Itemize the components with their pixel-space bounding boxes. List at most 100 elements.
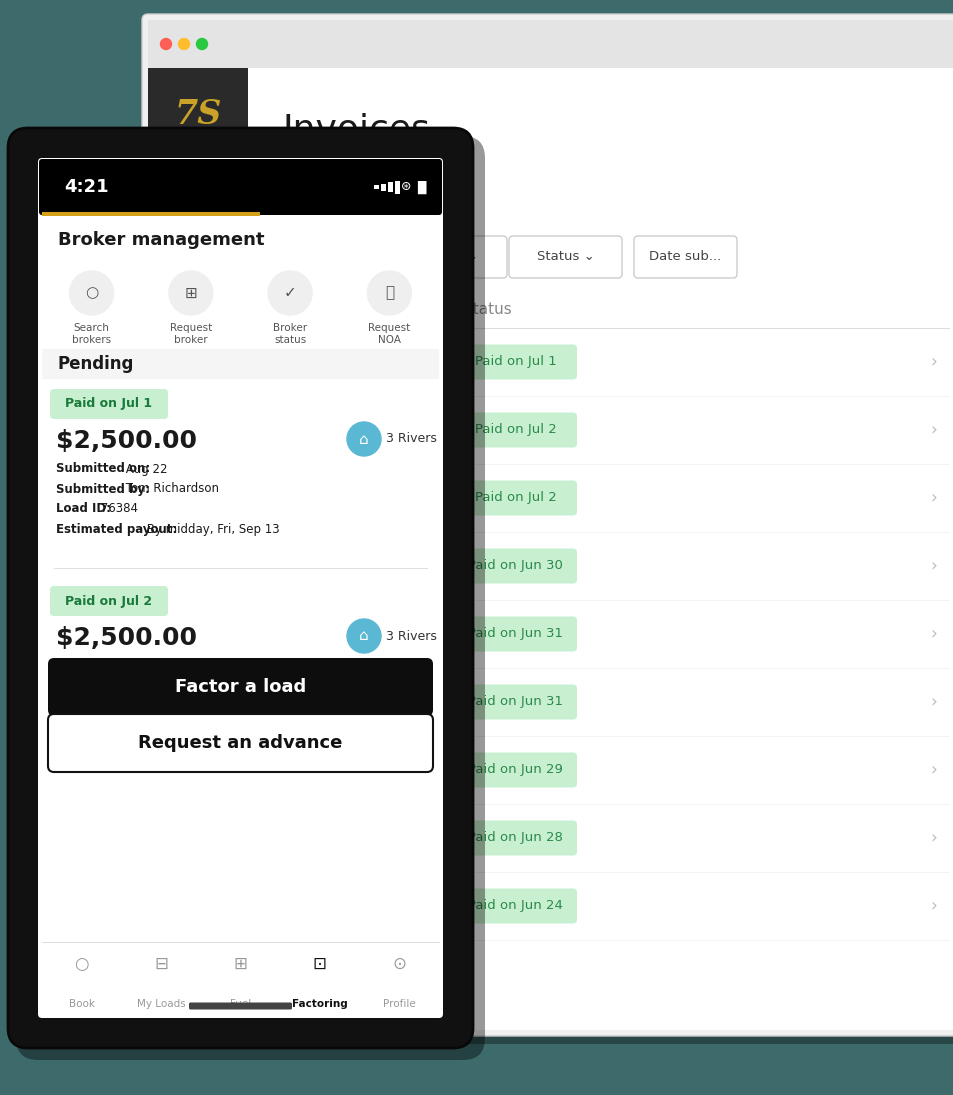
FancyBboxPatch shape bbox=[454, 616, 577, 652]
FancyBboxPatch shape bbox=[454, 684, 577, 719]
Text: Profile: Profile bbox=[382, 999, 416, 1008]
Text: Tom Richardson: Tom Richardson bbox=[122, 483, 219, 496]
Text: Fuel: Fuel bbox=[230, 999, 251, 1008]
FancyBboxPatch shape bbox=[258, 237, 372, 278]
Text: Line haul ⌄: Line haul ⌄ bbox=[402, 251, 478, 264]
Text: Paid on Jul 2: Paid on Jul 2 bbox=[475, 424, 556, 437]
Circle shape bbox=[70, 270, 113, 315]
Text: $1,500: $1,500 bbox=[303, 625, 365, 643]
Text: Broker: Broker bbox=[273, 323, 307, 333]
FancyBboxPatch shape bbox=[48, 714, 433, 772]
Text: Factor a load: Factor a load bbox=[174, 678, 306, 696]
Bar bbox=[42, 942, 438, 1014]
Text: Broker management: Broker management bbox=[58, 231, 264, 249]
Circle shape bbox=[268, 270, 312, 315]
Text: $1,500: $1,500 bbox=[303, 897, 365, 915]
Text: 7S: 7S bbox=[174, 99, 221, 131]
Circle shape bbox=[367, 270, 411, 315]
FancyBboxPatch shape bbox=[48, 658, 433, 716]
Text: ✓: ✓ bbox=[283, 286, 296, 300]
Text: By midday, Fri, Sep 13: By midday, Fri, Sep 13 bbox=[143, 522, 279, 535]
Text: Factoring: Factoring bbox=[292, 999, 348, 1008]
Text: Estimated payout:: Estimated payout: bbox=[56, 522, 177, 535]
FancyBboxPatch shape bbox=[454, 820, 577, 855]
Bar bbox=[148, 68, 248, 1030]
FancyBboxPatch shape bbox=[50, 389, 168, 419]
Bar bbox=[248, 68, 953, 1030]
Text: Pending: Pending bbox=[58, 355, 134, 373]
Text: Paid on Jun 31: Paid on Jun 31 bbox=[468, 627, 562, 641]
Text: $1,500: $1,500 bbox=[303, 557, 365, 575]
Text: Broker ⌄: Broker ⌄ bbox=[286, 251, 345, 264]
Text: My Loads: My Loads bbox=[136, 999, 185, 1008]
Text: ›: › bbox=[929, 420, 937, 439]
FancyBboxPatch shape bbox=[39, 159, 441, 215]
Text: ⊟: ⊟ bbox=[154, 955, 168, 973]
Text: NOA: NOA bbox=[377, 335, 400, 345]
Bar bbox=[42, 212, 260, 216]
FancyBboxPatch shape bbox=[454, 345, 577, 380]
Text: ›: › bbox=[929, 489, 937, 507]
Text: Paid on Jun 30: Paid on Jun 30 bbox=[468, 560, 562, 573]
FancyBboxPatch shape bbox=[16, 136, 484, 1060]
Bar bbox=[42, 349, 438, 379]
Text: Paid on Jul 1: Paid on Jul 1 bbox=[66, 397, 152, 411]
Text: ›: › bbox=[929, 693, 937, 711]
Text: Status: Status bbox=[462, 302, 511, 318]
Text: Paid on Jul 1: Paid on Jul 1 bbox=[475, 356, 556, 369]
FancyBboxPatch shape bbox=[454, 888, 577, 923]
Text: $2,500: $2,500 bbox=[303, 353, 365, 371]
Text: ›: › bbox=[929, 897, 937, 915]
Text: Date sub...: Date sub... bbox=[649, 251, 720, 264]
Text: Status ⌄: Status ⌄ bbox=[536, 251, 594, 264]
FancyBboxPatch shape bbox=[454, 549, 577, 584]
Text: Book: Book bbox=[69, 999, 94, 1008]
Text: brokers: brokers bbox=[72, 335, 112, 345]
FancyBboxPatch shape bbox=[189, 1003, 292, 1010]
Text: Line Haul: Line Haul bbox=[303, 302, 375, 318]
Text: Request: Request bbox=[170, 323, 212, 333]
Text: Submitted on:: Submitted on: bbox=[56, 462, 150, 475]
Circle shape bbox=[347, 422, 380, 456]
FancyBboxPatch shape bbox=[146, 18, 953, 1044]
Text: Paid on Jul 2: Paid on Jul 2 bbox=[66, 595, 152, 608]
Text: Paid on Jun 29: Paid on Jun 29 bbox=[468, 763, 562, 776]
Bar bbox=[148, 20, 953, 68]
FancyBboxPatch shape bbox=[374, 237, 506, 278]
Text: 76384: 76384 bbox=[96, 503, 137, 516]
Text: ›: › bbox=[929, 625, 937, 643]
Text: ⬜: ⬜ bbox=[384, 286, 394, 300]
Text: Paid on Jul 2: Paid on Jul 2 bbox=[475, 492, 556, 505]
FancyBboxPatch shape bbox=[509, 237, 621, 278]
Text: Load ID:: Load ID: bbox=[56, 503, 111, 516]
Bar bbox=[374, 185, 378, 189]
Text: 4:21: 4:21 bbox=[64, 178, 109, 196]
Text: ⊡: ⊡ bbox=[313, 955, 327, 973]
Circle shape bbox=[196, 38, 208, 49]
Text: ›: › bbox=[929, 761, 937, 779]
Text: ⊞: ⊞ bbox=[233, 955, 247, 973]
Text: $2,500: $2,500 bbox=[303, 420, 365, 439]
Text: ›: › bbox=[929, 353, 937, 371]
Text: ⌂: ⌂ bbox=[359, 431, 369, 447]
Circle shape bbox=[347, 619, 380, 653]
Bar bbox=[395, 181, 399, 194]
Bar bbox=[42, 162, 438, 212]
Text: status: status bbox=[274, 335, 306, 345]
Text: Invoices: Invoices bbox=[283, 113, 431, 147]
Bar bbox=[388, 182, 393, 192]
Text: broker: broker bbox=[173, 335, 208, 345]
Text: ›: › bbox=[929, 829, 937, 848]
Text: ad ID: ad ID bbox=[268, 186, 315, 204]
Text: $1,500: $1,500 bbox=[303, 489, 365, 507]
FancyBboxPatch shape bbox=[8, 128, 473, 1048]
Text: $2,500.00: $2,500.00 bbox=[56, 626, 196, 650]
Circle shape bbox=[169, 270, 213, 315]
FancyBboxPatch shape bbox=[454, 413, 577, 448]
Text: Paid on Jun 24: Paid on Jun 24 bbox=[468, 899, 562, 912]
FancyBboxPatch shape bbox=[172, 162, 308, 208]
Text: 3 Rivers: 3 Rivers bbox=[386, 630, 436, 643]
Text: ⊙: ⊙ bbox=[392, 955, 406, 973]
Circle shape bbox=[178, 38, 190, 49]
Text: ⌂: ⌂ bbox=[359, 629, 369, 644]
